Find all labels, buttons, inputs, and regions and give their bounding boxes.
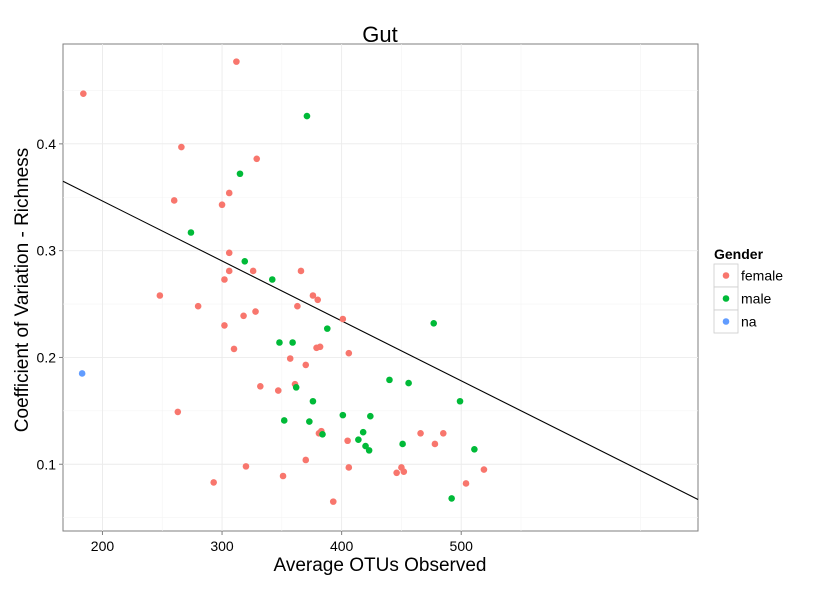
point-female xyxy=(279,472,287,480)
point-male xyxy=(292,384,300,391)
y-tick-label: 0.4 xyxy=(37,136,57,152)
point-male xyxy=(448,495,455,502)
point-male xyxy=(319,431,326,438)
legend-label-na: na xyxy=(741,314,757,330)
point-female xyxy=(345,349,353,357)
point-male xyxy=(309,397,317,405)
x-tick-label: 300 xyxy=(210,538,234,554)
point-female xyxy=(156,292,164,299)
point-female xyxy=(221,276,228,283)
point-female xyxy=(80,90,87,97)
point-male xyxy=(359,428,367,436)
point-female xyxy=(252,308,259,315)
point-female xyxy=(225,249,233,257)
legend: Gender female male na xyxy=(713,246,783,334)
point-male xyxy=(241,258,249,265)
point-female xyxy=(294,302,301,310)
point-female xyxy=(297,267,305,275)
point-male xyxy=(187,229,195,236)
legend-entries: female male na xyxy=(713,263,783,334)
point-female xyxy=(316,343,324,351)
point-female xyxy=(431,440,439,448)
x-tick-label: 200 xyxy=(91,538,115,554)
grid-layer xyxy=(63,44,698,531)
point-female xyxy=(218,201,226,209)
point-male xyxy=(236,170,244,178)
point-na xyxy=(78,370,86,377)
point-female xyxy=(344,437,351,445)
point-male xyxy=(323,325,331,332)
point-female xyxy=(240,312,247,320)
legend-title: Gender xyxy=(714,246,764,262)
trend-layer xyxy=(62,180,699,500)
point-female xyxy=(194,302,202,310)
point-female xyxy=(242,463,250,470)
point-female xyxy=(302,361,310,369)
point-female xyxy=(221,322,228,329)
y-tick-label: 0.3 xyxy=(37,243,57,259)
point-male xyxy=(280,417,288,424)
y-tick-label: 0.1 xyxy=(37,456,57,472)
y-axis: 0.1 0.2 0.3 0.4 xyxy=(37,136,63,472)
point-female xyxy=(417,429,424,437)
point-female xyxy=(210,479,217,486)
point-female xyxy=(345,464,353,471)
point-female xyxy=(393,469,400,477)
point-female xyxy=(339,315,347,323)
legend-swatch-female xyxy=(722,272,730,279)
point-female xyxy=(253,155,261,163)
point-female xyxy=(314,296,322,304)
x-tick-label: 400 xyxy=(330,538,354,554)
plot-panel xyxy=(62,43,699,532)
point-female xyxy=(286,355,294,362)
legend-swatch-na xyxy=(722,318,730,325)
point-female xyxy=(230,345,238,353)
point-male xyxy=(339,411,347,419)
chart-title: Gut xyxy=(362,22,397,47)
point-female xyxy=(233,58,240,65)
point-female xyxy=(462,480,470,487)
y-tick-label: 0.2 xyxy=(37,349,57,365)
point-male xyxy=(276,339,283,346)
point-male xyxy=(399,440,406,448)
point-female xyxy=(439,429,447,437)
legend-swatch-male xyxy=(722,295,730,302)
point-female xyxy=(329,498,337,505)
point-female xyxy=(274,387,282,394)
legend-label-male: male xyxy=(741,291,772,307)
point-female xyxy=(400,468,408,476)
point-female xyxy=(225,267,233,275)
point-female xyxy=(178,143,185,151)
point-female xyxy=(225,189,233,197)
point-male xyxy=(405,379,412,387)
y-axis-label: Coefficient of Variation - Richness xyxy=(12,148,33,432)
point-female xyxy=(170,197,178,204)
x-axis: 200 300 400 500 xyxy=(91,531,473,554)
point-female xyxy=(302,456,310,464)
x-axis-label: Average OTUs Observed xyxy=(274,555,487,576)
trend-line xyxy=(62,180,699,500)
point-male xyxy=(303,112,311,120)
point-male xyxy=(289,339,296,346)
point-male xyxy=(355,436,362,443)
point-male xyxy=(456,397,464,405)
point-female xyxy=(174,408,182,416)
points-layer xyxy=(78,58,488,505)
point-male xyxy=(365,447,373,454)
point-male xyxy=(268,276,276,283)
point-male xyxy=(386,376,393,384)
point-male xyxy=(471,445,478,453)
point-male xyxy=(306,418,313,425)
point-female xyxy=(249,267,257,275)
point-female xyxy=(480,466,488,473)
legend-label-female: female xyxy=(741,268,783,284)
point-female xyxy=(257,382,264,390)
point-female xyxy=(309,292,317,299)
point-male xyxy=(430,319,438,327)
x-tick-label: 500 xyxy=(450,538,474,554)
point-male xyxy=(367,412,374,420)
